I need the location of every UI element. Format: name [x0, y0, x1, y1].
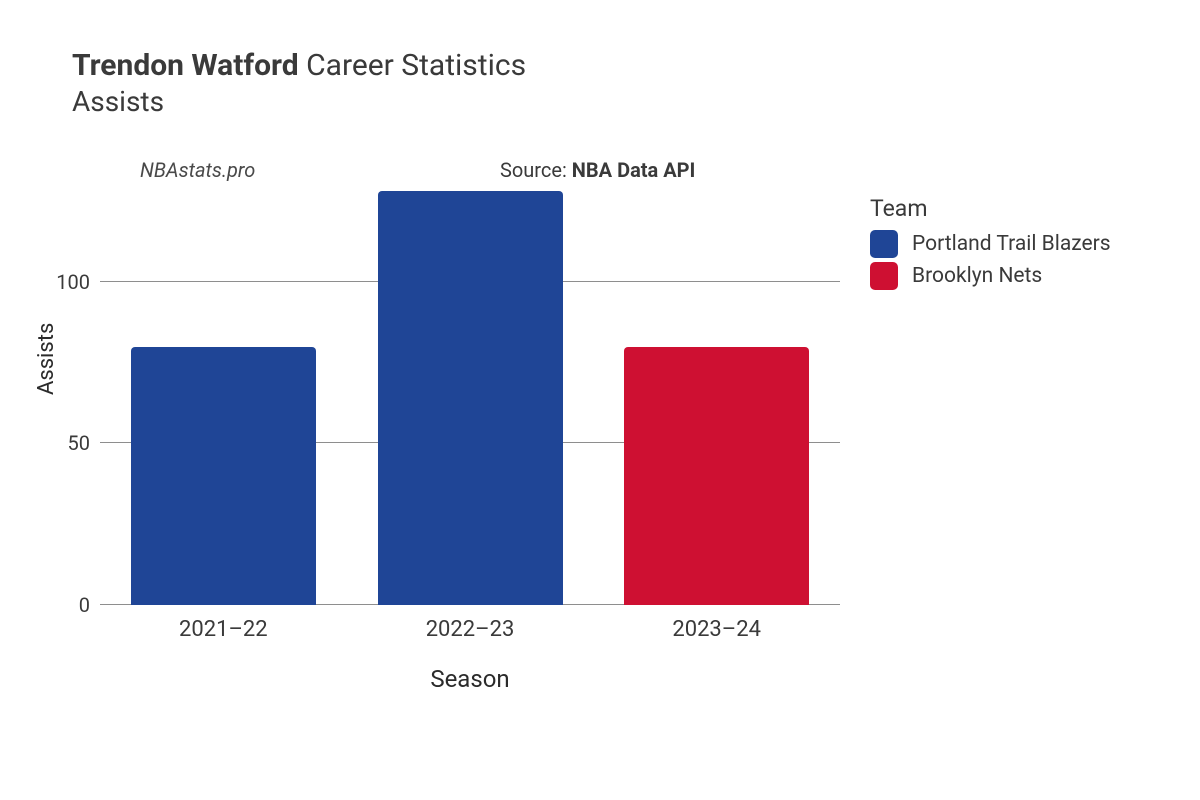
- source-prefix: Source:: [500, 158, 572, 182]
- legend-label: Brooklyn Nets: [912, 264, 1042, 288]
- y-tick-label: 100: [30, 270, 90, 294]
- legend: Team Portland Trail Blazers Brooklyn Nets: [870, 195, 1111, 294]
- y-axis-label: Assists: [34, 323, 59, 395]
- bar: [378, 191, 563, 605]
- bar-chart-plot-area: 0501002021–222022–232023–24: [100, 185, 840, 605]
- legend-item: Brooklyn Nets: [870, 262, 1111, 290]
- x-tick-label: 2021–22: [179, 617, 268, 642]
- watermark: NBAstats.pro: [140, 158, 255, 182]
- title-player-name: Trendon Watford: [72, 48, 299, 83]
- source-attribution: Source: NBA Data API: [500, 158, 695, 182]
- chart-subtitle: Assists: [72, 85, 526, 118]
- x-axis-label: Season: [100, 665, 840, 693]
- title-suffix: Career Statistics: [299, 48, 526, 83]
- x-tick-label: 2022–23: [426, 617, 515, 642]
- bar: [131, 347, 316, 605]
- legend-item: Portland Trail Blazers: [870, 230, 1111, 258]
- chart-title: Trendon Watford Career Statistics: [72, 48, 526, 83]
- source-name: NBA Data API: [572, 158, 696, 182]
- legend-title: Team: [870, 195, 1111, 222]
- legend-swatch: [870, 262, 898, 290]
- legend-label: Portland Trail Blazers: [912, 232, 1111, 256]
- legend-swatch: [870, 230, 898, 258]
- bar: [624, 347, 809, 605]
- y-tick-label: 0: [30, 593, 90, 617]
- x-tick-label: 2023–24: [672, 617, 761, 642]
- chart-title-block: Trendon Watford Career Statistics Assist…: [72, 48, 526, 118]
- y-tick-label: 50: [30, 431, 90, 455]
